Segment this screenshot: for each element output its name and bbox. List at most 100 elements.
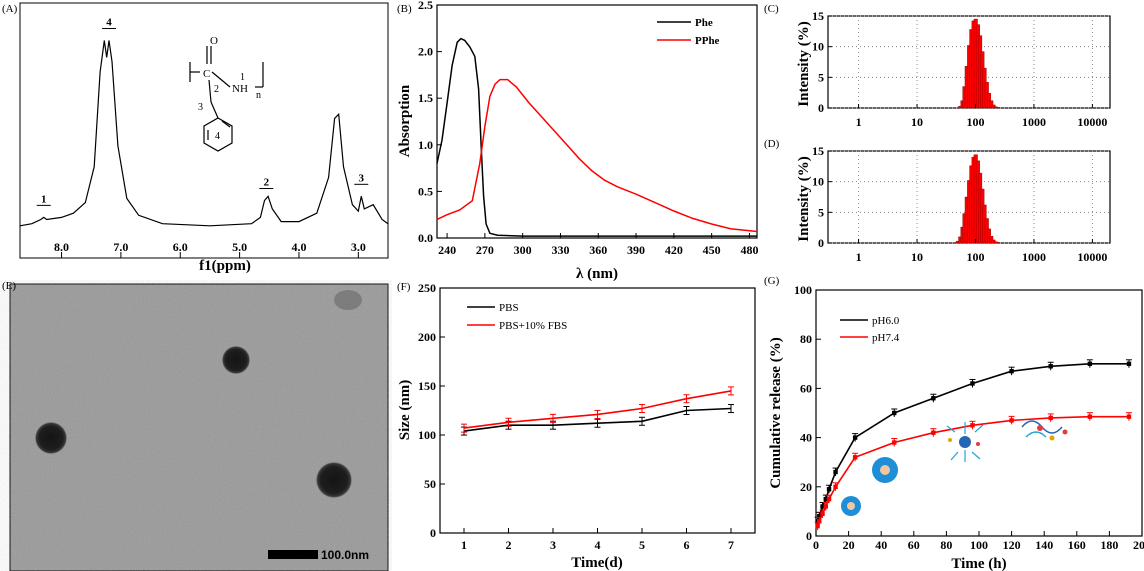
size-bar (991, 239, 996, 244)
x-tick-label: 3.0 (351, 240, 366, 254)
x-tick-label: 5.0 (232, 240, 247, 254)
y-tick-label: 80 (800, 332, 812, 346)
panel-b-absorption-chart: (B) 240 270 300 330 360 390 420 450 480 0.0 0.5 1.0… (397, 0, 758, 282)
x-tick-label: 80 (940, 538, 952, 552)
x-tick-label: 4 (595, 538, 601, 552)
structure-nh-label: NH (232, 83, 248, 95)
y-tick-label: 60 (800, 381, 812, 395)
panel-b-y-axis-label: Absorption (397, 84, 413, 157)
size-bar (995, 242, 1000, 244)
panel-e-label: (E) (2, 280, 17, 292)
x-tick-label: 160 (1068, 538, 1086, 552)
y-tick-label: 5 (818, 70, 824, 84)
structure-carbon-label: C (203, 68, 210, 80)
x-tick-label: 7 (728, 538, 734, 552)
series-line (816, 363, 1129, 522)
panel-f-y-axis-label: Size (nm) (397, 380, 413, 440)
size-bar (991, 104, 996, 109)
y-tick-label: 0.5 (418, 184, 433, 198)
x-tick-label: 5 (639, 538, 645, 552)
panel-e-tem-image: (E) 100.0nm (0, 280, 392, 571)
panel-g-x-axis-label: Time (h) (951, 556, 1006, 571)
x-tick-label: 100 (966, 115, 984, 129)
y-tick-label: 0 (430, 526, 436, 540)
nanoparticle (316, 462, 352, 498)
peak-label: 3 (359, 172, 365, 184)
y-tick-label: 10 (812, 175, 824, 189)
x-tick-label: 330 (551, 243, 569, 257)
x-tick-label: 1 (461, 538, 467, 552)
legend-label: Phe (695, 17, 713, 29)
y-tick-label: 5 (818, 205, 824, 219)
panel-g-release-chart: (G) 0 20 40 60 80 100 120 140 160 180 200 0 20 40 60 80… (764, 275, 1144, 571)
legend-label: PBS+10% FBS (499, 320, 567, 332)
legend-label: pH6.0 (872, 315, 900, 327)
panel-a-x-axis-label: f1(ppm) (199, 258, 251, 274)
y-tick-label: 0 (818, 101, 824, 115)
panel-g-label: (G) (764, 275, 780, 287)
series-line (816, 415, 1129, 527)
x-tick-label: 140 (1035, 538, 1053, 552)
x-tick-label: 100 (970, 538, 988, 552)
x-tick-label: 120 (1003, 538, 1021, 552)
x-tick-label: 390 (627, 243, 645, 257)
x-tick-label: 360 (589, 243, 607, 257)
x-tick-label: 1000 (1022, 115, 1046, 129)
panel-f-size-chart: (F) 1 2 3 4 5 6 7 0 50 100 150 200 250 PBS PBS+10% FB… (397, 281, 756, 571)
nanoparticle (222, 346, 250, 374)
x-tick-label: 6 (684, 538, 690, 552)
panel-d-dls-chart: (D) 1 10 100 1000 10000 0 5 10 15 Intensity (%) (764, 138, 1111, 264)
y-tick-label: 100 (794, 283, 812, 297)
series-phe-line (436, 37, 757, 237)
panel-a-label: (A) (2, 3, 18, 15)
series-pphe-line (436, 78, 758, 233)
y-tick-label: 40 (800, 431, 812, 445)
panel-a-nmr-chart: (A) 8.0 7.0 6.0 5.0 4.0 3.0 142 3 f1(ppm) C O … (2, 2, 389, 274)
panel-b-x-axis-label: λ (nm) (576, 266, 618, 282)
micelle-large-icon (872, 457, 898, 483)
phenylalanine-structure-diagram (189, 46, 264, 152)
panel-f-label: (F) (397, 281, 411, 293)
micelle-released-icon (1021, 420, 1068, 441)
x-tick-label: 450 (703, 243, 721, 257)
micelle-swelling-icon (946, 422, 984, 462)
y-tick-label: 0.0 (418, 231, 433, 245)
x-tick-label: 10 (911, 250, 923, 264)
x-tick-label: 270 (476, 243, 494, 257)
structure-ring-label: 4 (215, 131, 220, 142)
structure-oxygen-label: O (210, 35, 218, 47)
structure-repeat-subscript: n (256, 90, 261, 101)
y-tick-label: 1.0 (418, 138, 433, 152)
panel-d-label: (D) (764, 138, 780, 150)
x-tick-label: 10000 (1077, 250, 1107, 264)
x-tick-label: 240 (438, 243, 456, 257)
x-tick-label: 1 (856, 250, 862, 264)
x-tick-label: 60 (908, 538, 920, 552)
x-tick-label: 6.0 (173, 240, 188, 254)
y-tick-label: 50 (424, 477, 436, 491)
panel-g-frame (815, 289, 1143, 537)
y-tick-label: 15 (812, 144, 824, 158)
panel-d-y-axis-label: Intensity (%) (796, 156, 812, 241)
panel-b-frame (436, 4, 758, 239)
x-tick-label: 40 (875, 538, 887, 552)
panel-c-y-axis-label: Intensity (%) (796, 21, 812, 106)
micelle-small-icon (841, 496, 861, 516)
x-tick-label: 7.0 (113, 240, 128, 254)
size-bar (995, 107, 1000, 109)
y-tick-label: 250 (418, 281, 436, 295)
x-tick-label: 10 (911, 115, 923, 129)
x-tick-label: 480 (740, 243, 758, 257)
y-tick-label: 0 (806, 529, 812, 543)
y-tick-label: 150 (418, 379, 436, 393)
y-tick-label: 200 (418, 330, 436, 344)
y-tick-label: 15 (812, 9, 824, 23)
size-bar (989, 236, 994, 244)
y-tick-label: 0 (818, 236, 824, 250)
x-tick-label: 0 (813, 538, 819, 552)
x-tick-label: 180 (1100, 538, 1118, 552)
panel-b-label: (B) (397, 3, 412, 15)
y-tick-label: 2.5 (418, 0, 433, 12)
x-tick-label: 20 (843, 538, 855, 552)
x-tick-label: 420 (665, 243, 683, 257)
